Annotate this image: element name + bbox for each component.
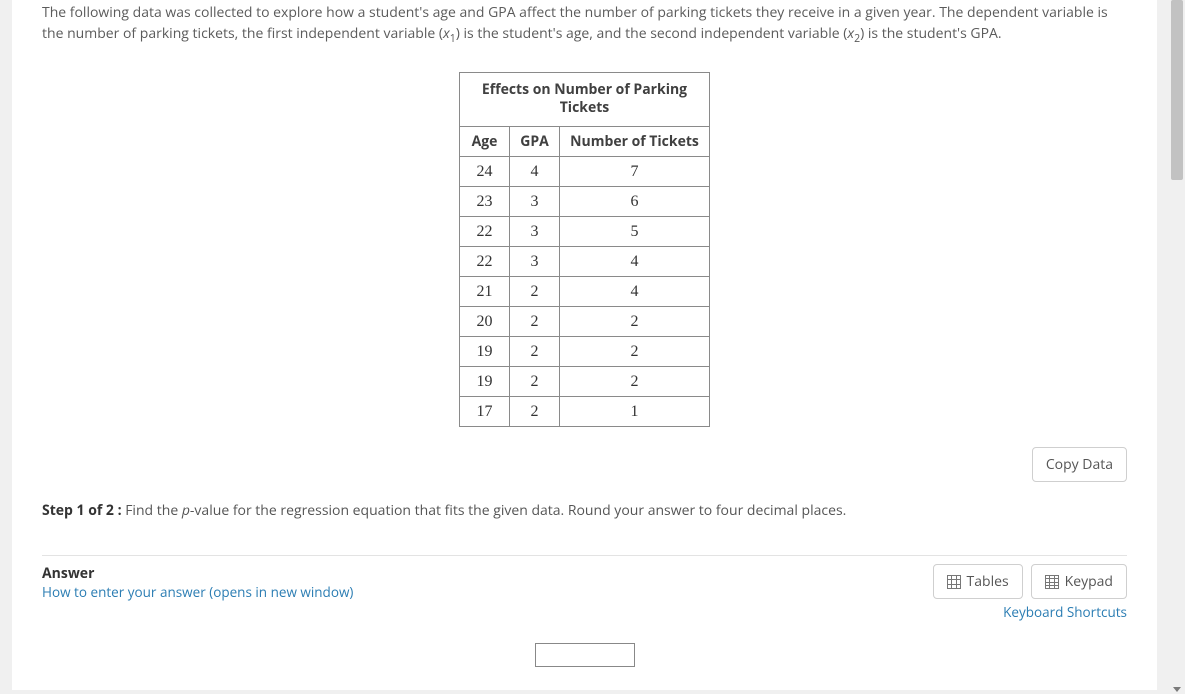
tables-icon	[947, 575, 961, 589]
cell-gpa: 2	[510, 277, 560, 307]
table-row: 2234	[460, 247, 710, 277]
table-caption-line1: Effects on Number of Parking	[482, 80, 687, 99]
cell-age: 19	[460, 337, 510, 367]
cell-age: 24	[460, 157, 510, 187]
step-after-p: -value for the regression equation that …	[190, 501, 846, 520]
cell-age: 20	[460, 307, 510, 337]
step-prefix: Step 1 of 2 :	[42, 501, 122, 520]
section-divider	[42, 555, 1127, 556]
table-row: 1922	[460, 337, 710, 367]
page-root: The following data was collected to expl…	[0, 0, 1185, 694]
cell-age: 23	[460, 187, 510, 217]
table-body: 244723362235223421242022192219221721	[460, 157, 710, 427]
answer-bar: Answer How to enter your answer (opens i…	[42, 564, 1127, 621]
cell-gpa: 2	[510, 367, 560, 397]
intro-text-2: ) is the student's age, and the second i…	[456, 24, 848, 43]
cell-tickets: 6	[560, 187, 710, 217]
col-header-age: Age	[460, 127, 510, 157]
tables-label: Tables	[967, 572, 1009, 591]
answer-buttons: Tables Keypad	[933, 564, 1127, 599]
cell-gpa: 3	[510, 217, 560, 247]
copy-data-button[interactable]: Copy Data	[1032, 447, 1127, 482]
cell-tickets: 2	[560, 307, 710, 337]
cell-tickets: 2	[560, 337, 710, 367]
col-header-tickets: Number of Tickets	[560, 127, 710, 157]
cell-tickets: 2	[560, 367, 710, 397]
cell-age: 21	[460, 277, 510, 307]
tables-button[interactable]: Tables	[933, 564, 1023, 599]
intro-paragraph: The following data was collected to expl…	[42, 0, 1127, 48]
step-p-var: p	[182, 501, 190, 520]
step-before-p: Find the	[122, 501, 182, 520]
table-row: 2235	[460, 217, 710, 247]
cell-tickets: 4	[560, 277, 710, 307]
table-row: 2124	[460, 277, 710, 307]
answer-title: Answer	[42, 564, 353, 583]
cell-gpa: 2	[510, 397, 560, 427]
keypad-button[interactable]: Keypad	[1031, 564, 1127, 599]
table-caption: Effects on Number of Parking Tickets	[459, 72, 710, 127]
cell-tickets: 1	[560, 397, 710, 427]
col-header-gpa: GPA	[510, 127, 560, 157]
cell-age: 17	[460, 397, 510, 427]
copy-data-row: Copy Data	[42, 443, 1127, 500]
keypad-label: Keypad	[1065, 572, 1113, 591]
copy-data-label: Copy Data	[1046, 455, 1113, 474]
cell-gpa: 2	[510, 307, 560, 337]
table-container: Effects on Number of Parking Tickets Age…	[42, 48, 1127, 444]
cell-gpa: 3	[510, 247, 560, 277]
keypad-icon	[1045, 575, 1059, 589]
data-table: Effects on Number of Parking Tickets Age…	[459, 72, 710, 428]
table-row: 1922	[460, 367, 710, 397]
intro-x1-var: x	[443, 24, 450, 43]
cell-gpa: 3	[510, 187, 560, 217]
scrollbar-thumb[interactable]	[1171, 0, 1183, 180]
answer-left: Answer How to enter your answer (opens i…	[42, 564, 353, 601]
table-row: 2336	[460, 187, 710, 217]
table-row: 2447	[460, 157, 710, 187]
cell-age: 22	[460, 247, 510, 277]
cell-tickets: 5	[560, 217, 710, 247]
answer-input[interactable]	[535, 643, 635, 667]
cell-age: 22	[460, 217, 510, 247]
table-caption-line2: Tickets	[560, 98, 610, 117]
table-header-row: Age GPA Number of Tickets	[460, 127, 710, 157]
cell-gpa: 2	[510, 337, 560, 367]
cell-age: 19	[460, 367, 510, 397]
cell-gpa: 4	[510, 157, 560, 187]
table-row: 1721	[460, 397, 710, 427]
step-instruction: Step 1 of 2 : Find the p-value for the r…	[42, 500, 1127, 521]
scrollbar-down-arrow-icon[interactable]	[1173, 687, 1181, 692]
table-row: 2022	[460, 307, 710, 337]
answer-right: Tables Keypad Keyboard Shortcuts	[933, 564, 1127, 621]
answer-help-link[interactable]: How to enter your answer (opens in new w…	[42, 583, 353, 601]
cell-tickets: 7	[560, 157, 710, 187]
content-card: The following data was collected to expl…	[12, 0, 1157, 690]
cell-tickets: 4	[560, 247, 710, 277]
intro-text-3: ) is the student's GPA.	[860, 24, 1001, 43]
keyboard-shortcuts-link[interactable]: Keyboard Shortcuts	[1003, 603, 1127, 621]
scrollbar-track[interactable]	[1169, 0, 1185, 694]
answer-input-row	[42, 621, 1127, 667]
